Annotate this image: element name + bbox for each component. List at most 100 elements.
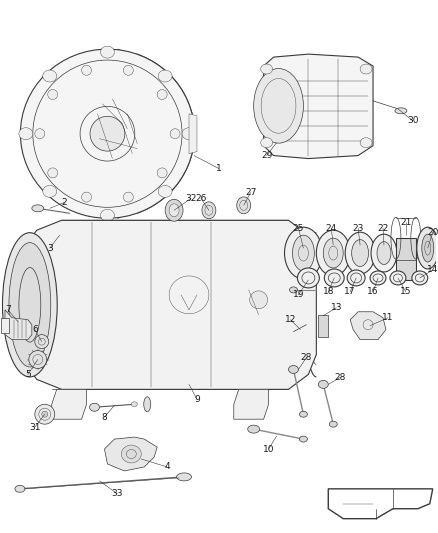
Ellipse shape xyxy=(237,197,251,214)
Ellipse shape xyxy=(89,403,99,411)
Ellipse shape xyxy=(124,66,133,75)
Text: 29: 29 xyxy=(261,151,272,160)
Ellipse shape xyxy=(21,49,194,218)
Ellipse shape xyxy=(90,116,125,151)
Ellipse shape xyxy=(144,397,151,411)
Polygon shape xyxy=(264,54,373,158)
Ellipse shape xyxy=(250,291,268,309)
Ellipse shape xyxy=(170,129,180,139)
Text: 9: 9 xyxy=(194,395,200,404)
Text: 27: 27 xyxy=(245,188,256,197)
Ellipse shape xyxy=(395,108,407,114)
Text: 2: 2 xyxy=(62,198,67,207)
Ellipse shape xyxy=(324,269,344,287)
Polygon shape xyxy=(189,114,197,154)
Ellipse shape xyxy=(81,66,92,75)
Ellipse shape xyxy=(297,268,319,288)
Text: 23: 23 xyxy=(353,224,364,233)
Text: 16: 16 xyxy=(367,287,379,296)
Text: 30: 30 xyxy=(407,116,419,125)
Ellipse shape xyxy=(360,138,372,148)
Ellipse shape xyxy=(300,436,307,442)
Ellipse shape xyxy=(377,241,391,264)
Ellipse shape xyxy=(412,271,428,285)
Ellipse shape xyxy=(15,486,25,492)
Bar xyxy=(396,238,416,280)
Ellipse shape xyxy=(158,185,172,197)
Ellipse shape xyxy=(422,234,434,262)
Ellipse shape xyxy=(100,209,114,221)
Ellipse shape xyxy=(29,351,47,368)
Text: 13: 13 xyxy=(331,303,342,312)
Text: 32: 32 xyxy=(185,194,197,203)
Ellipse shape xyxy=(390,271,406,285)
Ellipse shape xyxy=(43,185,57,197)
Text: 17: 17 xyxy=(344,287,356,296)
Ellipse shape xyxy=(100,46,114,58)
Text: 3: 3 xyxy=(47,244,53,253)
Ellipse shape xyxy=(293,235,314,271)
Text: 8: 8 xyxy=(102,413,107,422)
Polygon shape xyxy=(350,312,386,340)
Ellipse shape xyxy=(370,271,386,285)
Ellipse shape xyxy=(131,402,137,407)
Text: 7: 7 xyxy=(5,305,11,314)
Ellipse shape xyxy=(169,204,179,217)
Text: 15: 15 xyxy=(400,287,412,296)
Ellipse shape xyxy=(35,404,55,424)
Ellipse shape xyxy=(329,421,337,427)
Polygon shape xyxy=(52,389,87,419)
Ellipse shape xyxy=(3,233,57,377)
Text: 5: 5 xyxy=(25,370,31,379)
Polygon shape xyxy=(22,220,316,389)
Ellipse shape xyxy=(121,445,141,463)
Ellipse shape xyxy=(9,243,51,367)
Text: 12: 12 xyxy=(285,315,296,324)
Ellipse shape xyxy=(261,64,272,74)
Ellipse shape xyxy=(177,473,191,481)
Text: 33: 33 xyxy=(112,489,123,498)
Ellipse shape xyxy=(35,129,45,139)
Ellipse shape xyxy=(182,128,196,140)
Ellipse shape xyxy=(165,199,183,221)
Text: 6: 6 xyxy=(32,325,38,334)
Ellipse shape xyxy=(300,411,307,417)
Ellipse shape xyxy=(289,366,298,374)
Ellipse shape xyxy=(352,240,368,266)
Text: 31: 31 xyxy=(29,423,41,432)
Text: 24: 24 xyxy=(325,224,337,233)
Ellipse shape xyxy=(254,69,304,143)
Bar xyxy=(318,315,328,337)
Text: 14: 14 xyxy=(427,265,438,274)
Polygon shape xyxy=(5,310,32,340)
Ellipse shape xyxy=(261,138,272,148)
Ellipse shape xyxy=(48,168,58,178)
Text: 4: 4 xyxy=(164,463,170,472)
Ellipse shape xyxy=(285,227,322,279)
Ellipse shape xyxy=(124,192,133,202)
Ellipse shape xyxy=(360,64,372,74)
Ellipse shape xyxy=(48,90,58,100)
Text: 10: 10 xyxy=(263,445,274,454)
Text: 26: 26 xyxy=(195,194,207,203)
Ellipse shape xyxy=(318,381,328,389)
Ellipse shape xyxy=(35,335,49,349)
Ellipse shape xyxy=(81,192,92,202)
Ellipse shape xyxy=(323,238,343,268)
Bar xyxy=(1,318,9,333)
Text: 25: 25 xyxy=(293,224,304,233)
Text: 20: 20 xyxy=(427,228,438,237)
Ellipse shape xyxy=(202,202,216,219)
Ellipse shape xyxy=(417,227,438,269)
Ellipse shape xyxy=(248,425,260,433)
Polygon shape xyxy=(328,489,433,519)
Ellipse shape xyxy=(347,270,365,286)
Ellipse shape xyxy=(157,168,167,178)
Ellipse shape xyxy=(371,234,397,272)
Ellipse shape xyxy=(158,70,172,82)
Text: 1: 1 xyxy=(216,164,222,173)
Text: 22: 22 xyxy=(378,224,389,233)
Text: 11: 11 xyxy=(382,313,394,322)
Polygon shape xyxy=(104,437,157,471)
Ellipse shape xyxy=(32,205,44,212)
